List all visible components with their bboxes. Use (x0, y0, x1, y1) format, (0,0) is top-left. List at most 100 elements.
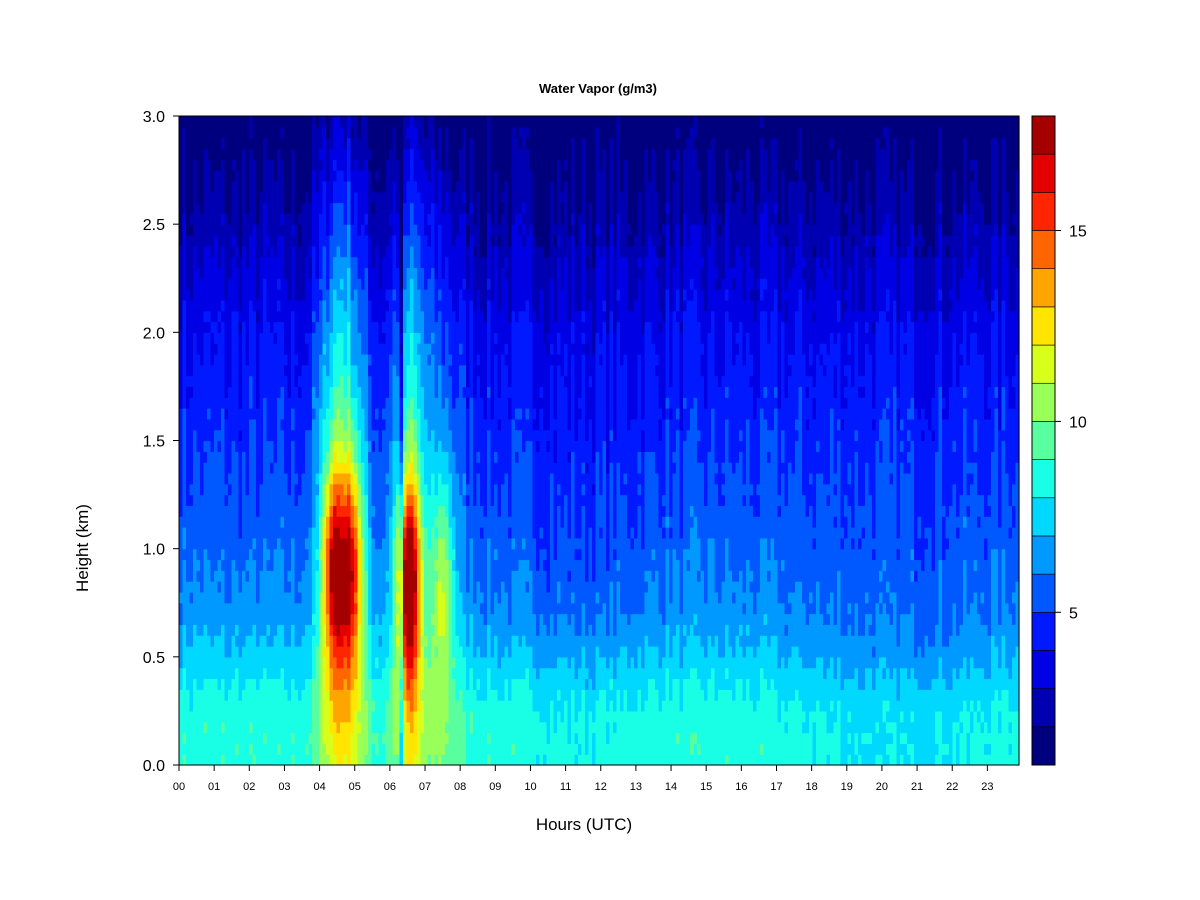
heatmap-cell (424, 591, 429, 604)
heatmap-cell (392, 581, 397, 593)
heatmap-cell (340, 472, 345, 485)
heatmap-cell (228, 646, 233, 658)
heatmap-cell (291, 635, 296, 647)
heatmap-cell (315, 667, 320, 680)
heatmap-cell (371, 202, 376, 214)
heatmap-cell (256, 245, 261, 258)
heatmap-cell (368, 537, 373, 550)
heatmap-cell (427, 732, 432, 744)
heatmap-cell (326, 613, 331, 625)
heatmap-cell (242, 743, 247, 755)
heatmap-cell (228, 397, 233, 409)
heatmap-cell (182, 321, 187, 333)
heatmap-cell (210, 353, 215, 366)
heatmap-cell (242, 451, 247, 463)
heatmap-cell (462, 440, 467, 452)
heatmap-cell (207, 570, 212, 582)
heatmap-cell (420, 418, 425, 431)
heatmap-cell (179, 754, 184, 766)
heatmap-cell (340, 754, 345, 766)
heatmap-cell (413, 678, 418, 690)
heatmap-cell (371, 548, 376, 561)
heatmap-cell (322, 159, 327, 171)
heatmap-cell (263, 234, 268, 247)
heatmap-cell (441, 537, 446, 550)
heatmap-cell (333, 451, 338, 463)
heatmap-cell (462, 516, 467, 528)
heatmap-cell (368, 494, 373, 506)
heatmap-cell (207, 743, 212, 755)
heatmap-cell (308, 116, 313, 128)
heatmap-cell (287, 537, 292, 550)
heatmap-cell (308, 440, 313, 452)
heatmap-cell (291, 386, 296, 398)
heatmap-cell (259, 700, 264, 712)
heatmap-cell (182, 602, 187, 615)
heatmap-cell (392, 116, 397, 128)
heatmap-cell (455, 343, 460, 355)
heatmap-cell (385, 689, 390, 701)
heatmap-cell (427, 343, 432, 355)
heatmap-cell (235, 213, 240, 225)
heatmap-cell (270, 213, 275, 225)
heatmap-cell (179, 743, 184, 755)
heatmap-cell (200, 321, 205, 333)
heatmap-cell (280, 116, 285, 128)
heatmap-cell (364, 472, 369, 485)
heatmap-cell (266, 483, 271, 496)
heatmap-cell (249, 310, 254, 323)
heatmap-cell (326, 527, 331, 539)
heatmap-cell (392, 678, 397, 690)
heatmap-cell (179, 505, 184, 517)
heatmap-cell (438, 386, 443, 398)
heatmap-cell (399, 591, 404, 604)
heatmap-cell (301, 602, 306, 615)
heatmap-cell (333, 591, 338, 604)
heatmap-cell (224, 234, 229, 247)
heatmap-cell (354, 137, 359, 150)
heatmap-cell (231, 116, 236, 128)
heatmap-cell (438, 159, 443, 171)
heatmap-cell (270, 202, 275, 214)
heatmap-cell (263, 148, 268, 160)
heatmap-cell (273, 732, 278, 744)
heatmap-cell (301, 321, 306, 333)
heatmap-cell (207, 559, 212, 571)
heatmap-cell (441, 116, 446, 128)
heatmap-cell (263, 527, 268, 539)
heatmap-cell (434, 754, 439, 766)
heatmap-cell (231, 267, 236, 279)
heatmap-cell (434, 613, 439, 625)
heatmap-cell (196, 126, 201, 139)
heatmap-cell (459, 170, 464, 182)
heatmap-cell (459, 635, 464, 647)
heatmap-cell (200, 462, 205, 474)
heatmap-cell (252, 202, 257, 214)
heatmap-cell (347, 332, 352, 344)
heatmap-cell (210, 137, 215, 150)
heatmap-cell (350, 332, 355, 344)
heatmap-cell (182, 646, 187, 658)
heatmap-cell (434, 397, 439, 409)
heatmap-cell (382, 234, 387, 247)
heatmap-cell (466, 689, 471, 701)
heatmap-cell (287, 343, 292, 355)
heatmap-cell (347, 689, 352, 701)
heatmap-cell (319, 494, 324, 506)
heatmap-cell (277, 386, 282, 398)
heatmap-cell (445, 743, 450, 755)
heatmap-cell (326, 494, 331, 506)
heatmap-cell (217, 505, 222, 517)
heatmap-cell (326, 159, 331, 171)
heatmap-cell (350, 689, 355, 701)
heatmap-cell (431, 353, 436, 366)
heatmap-cell (308, 472, 313, 485)
heatmap-cell (403, 234, 408, 247)
heatmap-cell (224, 310, 229, 323)
heatmap-cell (301, 743, 306, 755)
heatmap-cell (466, 116, 471, 128)
heatmap-cell (259, 537, 264, 550)
heatmap-cell (179, 602, 184, 615)
heatmap-cell (413, 754, 418, 766)
heatmap-cell (214, 721, 219, 734)
